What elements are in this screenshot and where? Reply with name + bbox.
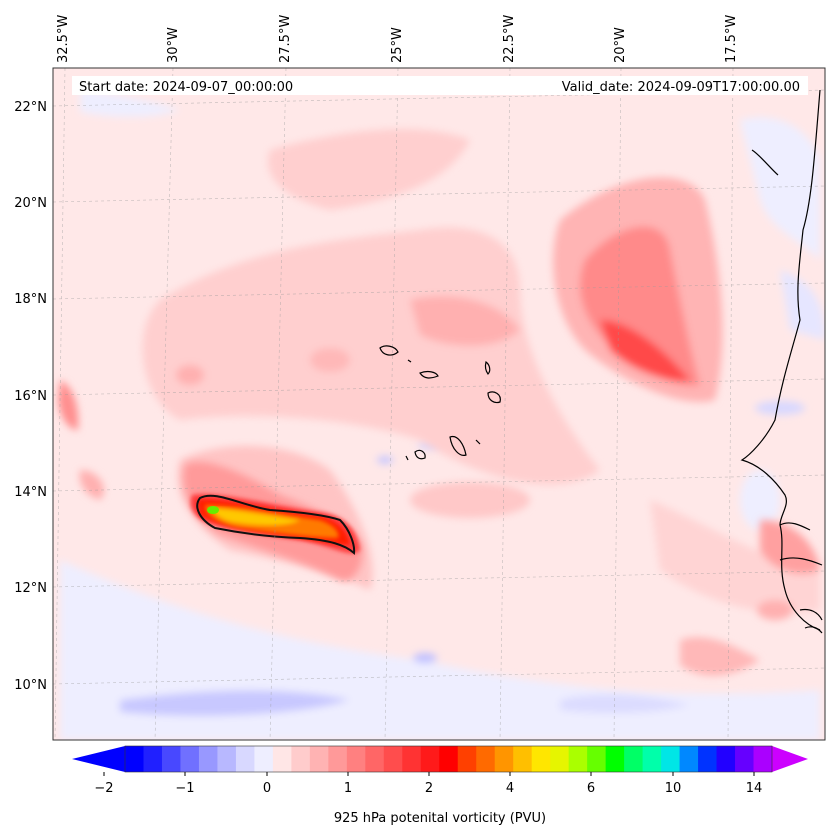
coastlines: [379, 89, 823, 634]
colorbar-tick-label: 10: [665, 781, 682, 796]
island-boa-vista: [487, 391, 501, 404]
colorbar-segment: [180, 746, 200, 772]
colorbar-segment: [143, 746, 163, 772]
colorbar-segment: [346, 746, 366, 772]
colorbar-segment: [679, 746, 699, 772]
colorbar-segment: [198, 746, 219, 772]
lat-label: 10°N: [14, 678, 47, 693]
colorbar-segment: [587, 746, 607, 772]
colorbar-segment: [698, 746, 718, 772]
island-maio: [475, 439, 481, 445]
colorbar-segment: [568, 746, 588, 772]
colorbar-tick-label: 0: [263, 781, 271, 796]
lat-label: 22°N: [14, 100, 47, 115]
colorbar-segment: [328, 746, 348, 772]
colorbar-tick-label: 6: [587, 781, 595, 796]
colorbar-over-arrow: [772, 746, 808, 772]
colorbar-segment: [605, 746, 625, 772]
lon-label: 20°W: [613, 27, 628, 63]
colorbar-tick-label: 2: [425, 781, 433, 796]
colorbar-segment: [125, 746, 145, 772]
colorbar-segment: [513, 746, 533, 772]
colorbar-segment: [439, 746, 459, 772]
colorbar-segment: [383, 746, 403, 772]
colorbar-ticks: [103, 772, 755, 776]
colorbar: −2 −1 0 1 2 4 6 10 14 925 hPa potenital …: [72, 745, 808, 826]
colorbar-segment: [291, 746, 311, 772]
colorbar-segment: [420, 746, 440, 772]
colorbar-tick-label: 4: [506, 781, 514, 796]
colorbar-segment: [476, 746, 496, 772]
cyclone-pv-core: [183, 461, 363, 581]
colorbar-segment: [550, 746, 570, 772]
latitude-labels: 22°N 20°N 18°N 16°N 14°N 12°N 10°N: [14, 100, 47, 693]
lon-label: 22.5°W: [502, 15, 517, 63]
colorbar-segment: [642, 746, 662, 772]
colorbar-segment: [494, 746, 514, 772]
header-box: [72, 76, 808, 95]
colorbar-segment: [235, 746, 255, 772]
island-santo-antao: [379, 345, 399, 356]
colorbar-segment: [365, 746, 385, 772]
island-santa-luzia: [407, 359, 412, 363]
colorbar-tick-label: −2: [94, 781, 113, 796]
colorbar-title: 925 hPa potenital vorticity (PVU): [334, 811, 546, 826]
colorbar-segment: [661, 746, 681, 772]
colorbar-tick-label: −1: [175, 781, 194, 796]
island-santiago: [449, 435, 467, 456]
lon-label: 17.5°W: [724, 15, 739, 63]
colorbar-segment: [402, 746, 422, 772]
colorbar-segment: [254, 746, 274, 772]
colorbar-segment: [735, 746, 755, 772]
start-date-label: Start date: 2024-09-07_00:00:00: [79, 80, 293, 95]
lon-label: 32.5°W: [56, 15, 71, 63]
graticule: [53, 68, 825, 740]
lon-label: 27.5°W: [278, 15, 293, 63]
island-brava: [405, 455, 409, 461]
colorbar-segment: [716, 746, 736, 772]
negative-pv-field: [60, 90, 825, 740]
colorbar-tick-label: 14: [746, 781, 763, 796]
lon-label: 25°W: [390, 27, 405, 63]
longitude-labels: 32.5°W 30°W 27.5°W 25°W 22.5°W 20°W 17.5…: [56, 15, 739, 63]
coast-fragment: [751, 149, 779, 176]
colorbar-segment: [272, 746, 292, 772]
map-panel: [53, 68, 825, 740]
lat-label: 20°N: [14, 196, 47, 211]
valid-date-label: Valid_date: 2024-09-09T17:00:00.00: [562, 80, 800, 95]
colorbar-frame: [124, 745, 773, 773]
island-fogo: [414, 449, 426, 460]
lon-label: 30°W: [166, 27, 181, 63]
colorbar-segment: [217, 746, 237, 772]
senegal-guinea-rivers: [779, 522, 823, 634]
lat-label: 14°N: [14, 485, 47, 500]
map-frame: [52, 67, 826, 741]
colorbar-segment: [624, 746, 644, 772]
colorbar-segment: [753, 746, 773, 772]
colorbar-segments: [125, 746, 773, 772]
colorbar-segment: [457, 746, 477, 772]
colorbar-segment: [161, 746, 182, 772]
lat-label: 18°N: [14, 292, 47, 307]
colorbar-under-arrow: [72, 746, 125, 772]
lat-label: 12°N: [14, 581, 47, 596]
island-sao-nicolau: [419, 370, 439, 379]
colorbar-tick-labels: −2 −1 0 1 2 4 6 10 14: [94, 781, 762, 796]
colorbar-segment: [309, 746, 329, 772]
lat-label: 16°N: [14, 389, 47, 404]
colorbar-tick-label: 1: [344, 781, 352, 796]
island-sal: [484, 360, 491, 375]
colorbar-segment: [531, 746, 551, 772]
